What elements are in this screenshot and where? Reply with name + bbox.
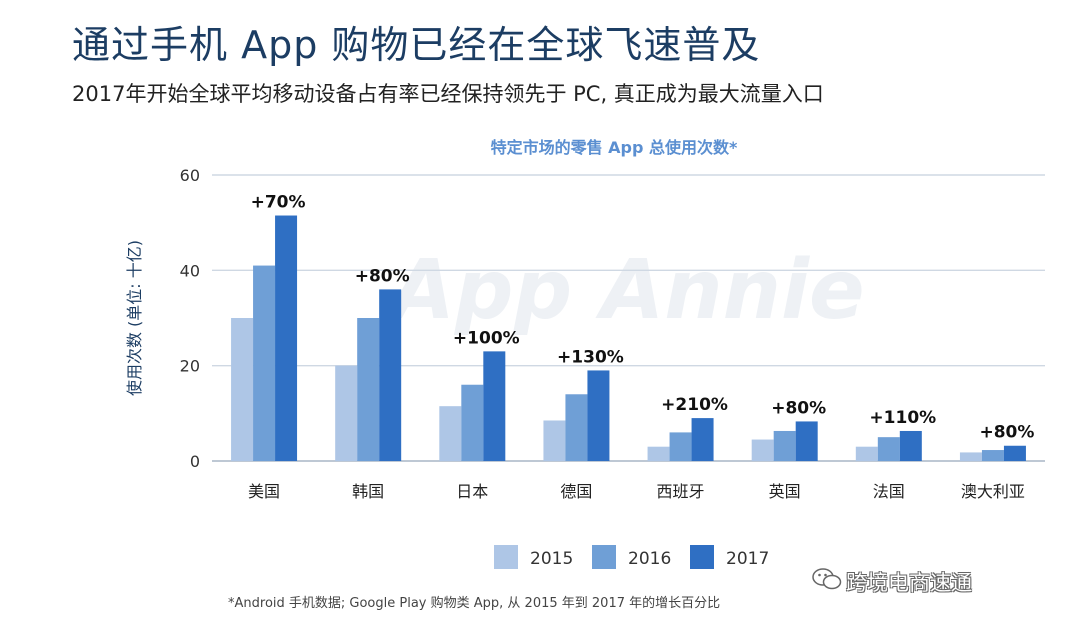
x-category-label: 澳大利亚 <box>961 482 1025 501</box>
app-annie-watermark: App Annie <box>385 243 864 338</box>
legend-swatch-2015 <box>494 545 518 569</box>
legend-swatch-2016 <box>592 545 616 569</box>
bar-2015 <box>439 406 462 461</box>
y-tick-label: 60 <box>180 166 200 185</box>
y-tick-label: 20 <box>180 357 200 376</box>
legend-label: 2017 <box>726 549 769 569</box>
legend-label: 2016 <box>628 549 671 569</box>
bar-2017 <box>483 351 506 461</box>
bar-2017 <box>795 421 818 461</box>
x-category-label: 德国 <box>560 482 592 501</box>
growth-annotation: +100% <box>453 328 520 348</box>
bar-2015 <box>647 446 670 461</box>
page-headline: 通过手机 App 购物已经在全球飞速普及 <box>72 23 761 67</box>
bar-2016 <box>877 437 900 461</box>
legend-swatch-2017 <box>690 545 714 569</box>
growth-annotation: +80% <box>355 266 410 286</box>
chart-title: 特定市场的零售 App 总使用次数* <box>491 138 738 157</box>
x-category-label: 美国 <box>248 482 280 501</box>
x-category-label: 法国 <box>873 482 905 501</box>
y-axis-label: 使用次数 (单位: 十亿) <box>125 240 144 396</box>
x-category-label: 英国 <box>769 482 801 501</box>
bar-2017 <box>587 370 610 461</box>
y-tick-label: 0 <box>190 452 200 471</box>
bar-2016 <box>773 430 796 461</box>
growth-annotation: +130% <box>557 347 624 367</box>
bar-2016 <box>981 450 1004 461</box>
x-category-label: 西班牙 <box>657 482 705 501</box>
bar-2015 <box>855 446 878 461</box>
bar-2017 <box>691 418 714 461</box>
watermark-text: 跨境电商速通 <box>846 571 972 595</box>
bar-2017 <box>1003 445 1026 461</box>
bar-2015 <box>231 318 254 461</box>
chart-footnote: *Android 手机数据; Google Play 购物类 App, 从 20… <box>228 595 720 611</box>
bar-2016 <box>357 318 380 461</box>
page-subheadline: 2017年开始全球平均移动设备占有率已经保持领先于 PC, 真正成为最大流量入口 <box>72 82 824 106</box>
bar-2015 <box>751 439 774 461</box>
bar-2015 <box>543 420 566 461</box>
bar-2016 <box>253 265 276 461</box>
bar-2017 <box>899 430 922 461</box>
y-tick-label: 40 <box>180 261 200 280</box>
bar-2015 <box>959 452 982 461</box>
bar-2017 <box>379 289 402 461</box>
bar-2017 <box>275 215 298 461</box>
growth-annotation: +70% <box>251 193 306 213</box>
x-category-label: 日本 <box>456 482 488 501</box>
bar-2015 <box>335 365 358 461</box>
wechat-logo-icon <box>812 568 842 590</box>
growth-annotation: +210% <box>661 395 728 415</box>
bar-2016 <box>565 394 588 461</box>
bar-2016 <box>669 432 692 461</box>
growth-annotation: +80% <box>771 398 826 418</box>
growth-annotation: +80% <box>979 423 1034 443</box>
bar-2016 <box>461 384 484 461</box>
growth-annotation: +110% <box>869 408 936 428</box>
x-category-label: 韩国 <box>352 482 384 501</box>
legend-label: 2015 <box>530 549 573 569</box>
